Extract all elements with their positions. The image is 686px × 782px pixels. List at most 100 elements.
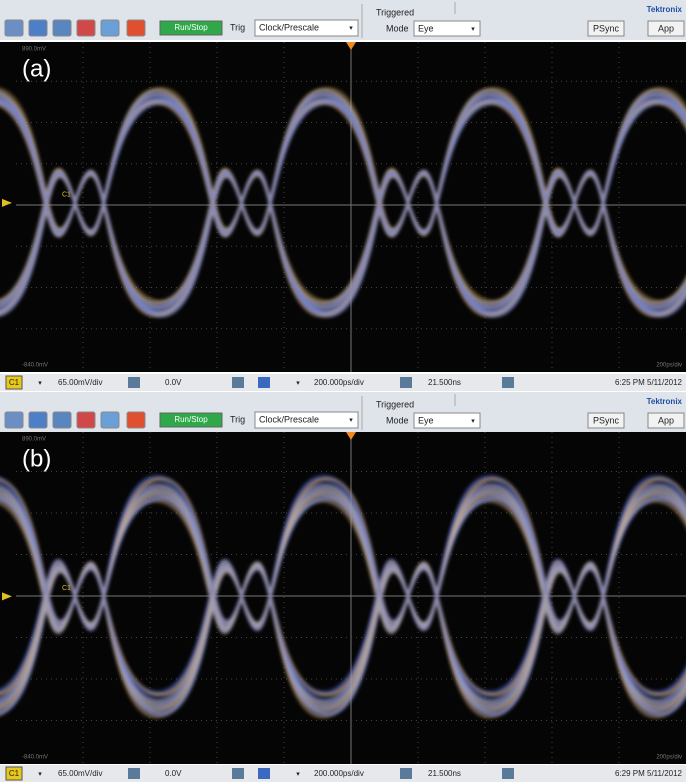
- dropdown-arrow: ▾: [471, 418, 475, 425]
- status-bg: [0, 374, 686, 391]
- top-level: 890.0mV: [22, 47, 46, 53]
- status-icon[interactable]: [128, 377, 140, 388]
- trig-label: Trig: [230, 22, 245, 32]
- mode-label: Mode: [386, 23, 409, 33]
- psync-button[interactable]: [587, 412, 625, 429]
- bottom-level: -840.0mV: [22, 755, 48, 761]
- channel-badge-label: C1: [9, 769, 20, 778]
- toolbar-icon[interactable]: [28, 19, 48, 37]
- channel-badge[interactable]: [5, 375, 23, 390]
- bottom-level: -840.0mV: [22, 363, 48, 369]
- dropdown-arrow: ▾: [296, 380, 300, 387]
- offset: 0.0V: [165, 769, 182, 778]
- toolbar-icon[interactable]: [100, 411, 120, 429]
- status-icon[interactable]: [232, 377, 244, 388]
- toolbar-icon[interactable]: [76, 411, 96, 429]
- trigger-dropdown[interactable]: [254, 19, 359, 37]
- run-stop-button[interactable]: [159, 412, 223, 428]
- toolbar-icon[interactable]: [52, 411, 72, 429]
- toolbar-icon[interactable]: [4, 411, 24, 429]
- toolbar: Run/Stop Trig Clock/Prescale ▾ Triggered Mode…: [0, 392, 686, 432]
- vertical-scale: 65.00mV/div: [58, 769, 102, 778]
- toolbar: Run/Stop Trig Clock/Prescale ▾ Triggered Mode…: [0, 0, 686, 40]
- mode-label: Mode: [386, 415, 409, 425]
- toolbar-icon[interactable]: [4, 19, 24, 37]
- psync-button[interactable]: [587, 20, 625, 37]
- offset: 0.0V: [165, 378, 182, 387]
- dropdown-arrow: ▾: [38, 771, 42, 778]
- scope-panel: Run/Stop Trig Clock/Prescale ▾ Triggered Mode…: [0, 392, 686, 782]
- toolbar-icon[interactable]: [100, 19, 120, 37]
- channel-marker: C1: [62, 585, 71, 592]
- toolbar-icon[interactable]: [76, 19, 96, 37]
- toolbar-icon[interactable]: [126, 411, 146, 429]
- status-icon[interactable]: [502, 768, 514, 779]
- psync-label: PSync: [593, 415, 620, 425]
- channel-badge[interactable]: [5, 766, 23, 781]
- trig-label: Trig: [230, 414, 245, 424]
- trigger-dropdown[interactable]: [254, 411, 359, 429]
- status-icon[interactable]: [258, 768, 270, 779]
- horizontal-scale: 200.000ps/div: [314, 769, 364, 778]
- status-icon[interactable]: [258, 377, 270, 388]
- mode-value: Eye: [418, 415, 434, 425]
- mode-dropdown[interactable]: [413, 20, 481, 37]
- brand: Tektronix: [647, 397, 683, 406]
- psync-label: PSync: [593, 23, 620, 33]
- app-button[interactable]: [647, 20, 685, 37]
- status-icon[interactable]: [128, 768, 140, 779]
- status-icon[interactable]: [400, 377, 412, 388]
- mode-dropdown[interactable]: [413, 412, 481, 429]
- status-icon[interactable]: [400, 768, 412, 779]
- eye-traces: [0, 474, 686, 719]
- run-stop-label: Run/Stop: [174, 415, 208, 424]
- timebase-label: 200ps/div: [656, 363, 682, 369]
- channel-marker: C1: [62, 192, 71, 199]
- horizontal-position: 21.500ns: [428, 769, 461, 778]
- scope-display: C1 (b) 890.0mV -840.0mV 200ps/div: [0, 432, 686, 764]
- toolbar-icon[interactable]: [52, 19, 72, 37]
- status-bar: C1 ▾ 65.00mV/div 0.0V ▾ 200.000ps/div 21.500ns…: [0, 765, 686, 782]
- timebase-label: 200ps/div: [656, 755, 682, 761]
- app-button[interactable]: [647, 412, 685, 429]
- panel-label: (a): [22, 55, 51, 82]
- eye-traces: [0, 86, 686, 318]
- scope-display: C1 (a) 890.0mV -840.0mV 200ps/div: [0, 42, 686, 372]
- eye-trace: [0, 474, 686, 694]
- channel-marker-arrow: [2, 592, 12, 601]
- channel-marker-arrow: [2, 198, 12, 207]
- toolbar-icon[interactable]: [126, 19, 146, 37]
- dropdown-arrow: ▾: [296, 771, 300, 778]
- trigger-marker: [346, 432, 356, 440]
- horizontal-position: 21.500ns: [428, 378, 461, 387]
- timestamp: 6:29 PM 5/11/2012: [615, 769, 683, 778]
- brand: Tektronix: [647, 5, 683, 14]
- run-stop-label: Run/Stop: [174, 23, 208, 32]
- dropdown-arrow: ▾: [349, 25, 353, 32]
- dropdown-arrow: ▾: [38, 380, 42, 387]
- timestamp: 6:25 PM 5/11/2012: [615, 378, 683, 387]
- scope-panel: Run/Stop Trig Clock/Prescale ▾ Triggered Mode…: [0, 0, 686, 391]
- trigger-source: Clock/Prescale: [259, 22, 319, 32]
- dropdown-arrow: ▾: [349, 417, 353, 424]
- app-label: App: [658, 415, 674, 425]
- trigger-marker: [346, 42, 356, 50]
- status-icon[interactable]: [232, 768, 244, 779]
- panel-label: (b): [22, 445, 51, 472]
- vertical-scale: 65.00mV/div: [58, 378, 102, 387]
- top-level: 890.0mV: [22, 437, 46, 443]
- run-stop-button[interactable]: [159, 20, 223, 36]
- toolbar-icon[interactable]: [28, 411, 48, 429]
- horizontal-scale: 200.000ps/div: [314, 378, 364, 387]
- status-icon[interactable]: [502, 377, 514, 388]
- dropdown-arrow: ▾: [471, 26, 475, 33]
- trigger-state: Triggered: [376, 399, 414, 409]
- mode-value: Eye: [418, 23, 434, 33]
- status-bar: C1 ▾ 65.00mV/div 0.0V ▾ 200.000ps/div 21.500ns…: [0, 374, 686, 391]
- app-label: App: [658, 23, 674, 33]
- trigger-state: Triggered: [376, 7, 414, 17]
- trigger-source: Clock/Prescale: [259, 414, 319, 424]
- eye-trace: [0, 92, 686, 309]
- channel-badge-label: C1: [9, 378, 20, 387]
- status-bg: [0, 765, 686, 782]
